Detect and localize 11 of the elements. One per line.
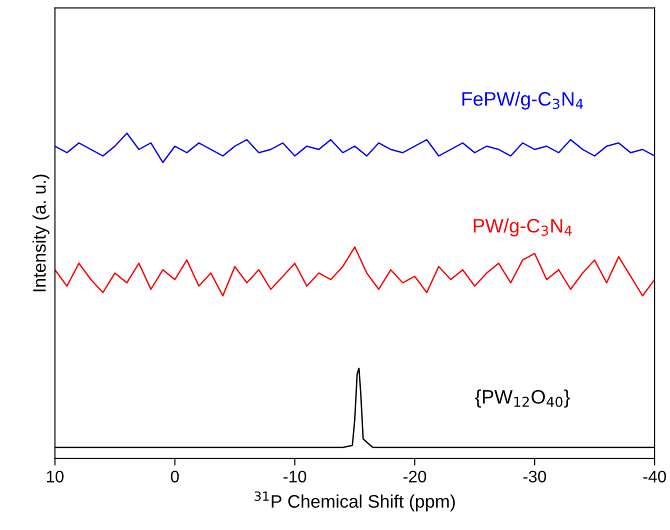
x-tick-label: 0 [170, 470, 179, 482]
x-axis-title: $^{31}$P Chemical Shift (ppm) [254, 491, 455, 512]
text: {PW$_{12}$O$_{40}$} [475, 389, 570, 408]
x-tick-label: -20 [403, 470, 426, 482]
x-tick-label: -40 [643, 470, 666, 482]
x-tick-label: -30 [523, 470, 546, 482]
x-tick-label: -10 [283, 470, 306, 482]
series-label: FePW/g-C$_{3}$N$_{4}$ [462, 92, 584, 110]
x-tick-label: 10 [46, 470, 64, 482]
y-axis-title: Intensity (a. u.) [32, 174, 50, 292]
series-label: PW/g-C$_{3}$N$_{4}$ [474, 218, 572, 236]
